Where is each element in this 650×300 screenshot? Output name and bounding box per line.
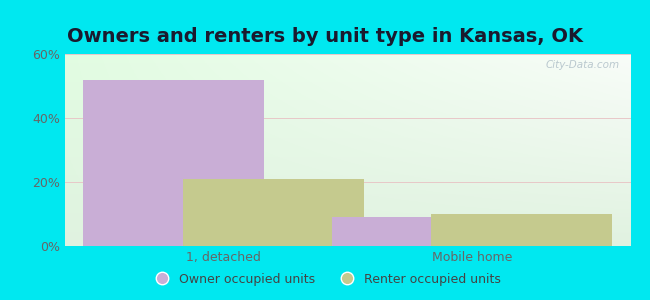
Text: City-Data.com: City-Data.com bbox=[545, 60, 619, 70]
Text: Owners and renters by unit type in Kansas, OK: Owners and renters by unit type in Kansa… bbox=[67, 27, 583, 46]
Bar bbox=[83, 80, 264, 246]
Legend: Owner occupied units, Renter occupied units: Owner occupied units, Renter occupied un… bbox=[144, 268, 506, 291]
Bar bbox=[183, 179, 363, 246]
Bar bbox=[332, 217, 513, 246]
Bar bbox=[432, 214, 612, 246]
